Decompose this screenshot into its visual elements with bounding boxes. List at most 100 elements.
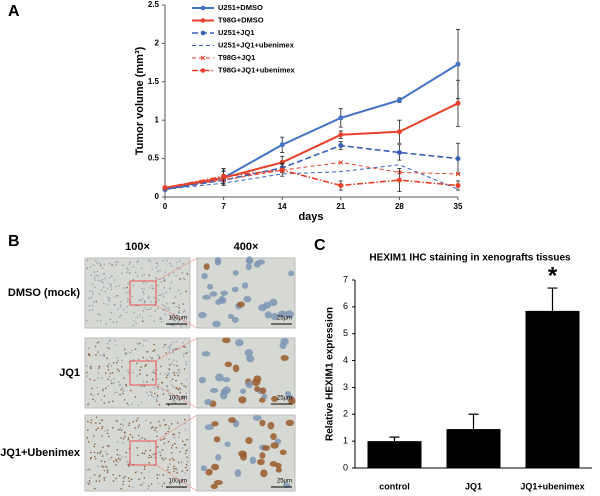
cell xyxy=(174,442,176,445)
cell xyxy=(279,342,287,350)
cell xyxy=(181,271,184,274)
cell xyxy=(96,452,99,454)
cell xyxy=(137,454,139,457)
cell xyxy=(102,466,105,468)
cell xyxy=(108,401,110,404)
marker xyxy=(455,182,461,188)
cell xyxy=(152,287,155,290)
cell xyxy=(163,442,166,445)
cell xyxy=(94,455,96,458)
cell xyxy=(88,309,91,312)
cell xyxy=(167,372,169,374)
cell xyxy=(185,315,187,317)
marker xyxy=(396,97,402,103)
cell xyxy=(103,477,106,479)
series-line xyxy=(164,164,459,190)
cell xyxy=(117,461,120,463)
cell xyxy=(153,343,155,346)
cell xyxy=(186,438,188,441)
cell xyxy=(173,324,175,327)
cell xyxy=(185,464,188,466)
cell xyxy=(119,458,121,461)
cell xyxy=(103,479,106,481)
cell xyxy=(166,302,168,305)
cell xyxy=(178,431,181,434)
cell xyxy=(163,344,166,346)
cell xyxy=(106,303,109,306)
cell xyxy=(116,453,119,456)
cell xyxy=(138,478,140,481)
cell xyxy=(122,477,125,479)
cell xyxy=(172,349,174,351)
cell xyxy=(155,262,157,264)
cell xyxy=(112,480,115,482)
marker xyxy=(396,129,402,135)
cell xyxy=(258,397,266,403)
cell xyxy=(94,443,96,445)
cell xyxy=(137,404,140,407)
cell xyxy=(140,472,143,474)
cell xyxy=(150,391,153,394)
cell xyxy=(150,456,153,458)
cell xyxy=(120,487,123,490)
cell xyxy=(178,306,180,309)
cell xyxy=(117,308,119,310)
cell xyxy=(172,465,175,468)
y-tick-label: 2 xyxy=(155,39,160,48)
cell xyxy=(183,397,185,399)
cell xyxy=(236,301,245,308)
cell xyxy=(141,483,143,486)
cell xyxy=(94,277,96,279)
series-line xyxy=(164,144,459,191)
cell xyxy=(170,447,173,449)
bar xyxy=(525,310,580,468)
cell xyxy=(132,278,135,281)
cell xyxy=(119,306,122,308)
cell xyxy=(214,256,221,264)
cell xyxy=(149,391,152,393)
cell xyxy=(99,474,101,476)
legend-label: U251+DMSO xyxy=(218,3,263,12)
cell xyxy=(176,261,178,264)
cell xyxy=(280,355,289,361)
cell xyxy=(102,285,105,288)
legend-label: T98G+JQ1+ubenimex xyxy=(218,65,296,74)
cell xyxy=(100,289,103,291)
cell xyxy=(182,262,185,265)
cell xyxy=(235,339,244,347)
cell xyxy=(94,487,96,490)
series-line xyxy=(164,102,459,189)
cell xyxy=(150,307,152,309)
cell xyxy=(134,396,137,398)
cell xyxy=(164,373,166,375)
x-tick-label: JQ1+ubenimex xyxy=(520,481,584,491)
column-label: 100× xyxy=(125,241,150,253)
cell xyxy=(288,397,296,405)
cell xyxy=(201,273,208,280)
cell xyxy=(155,267,157,269)
cell xyxy=(103,353,105,355)
x-tick-label: 14 xyxy=(278,202,287,211)
cell xyxy=(93,379,96,382)
cell xyxy=(262,445,271,451)
cell xyxy=(182,440,184,443)
cell xyxy=(173,319,175,322)
cell xyxy=(131,295,134,298)
cell xyxy=(179,292,182,295)
cell xyxy=(119,454,121,456)
cell xyxy=(157,482,160,485)
cell xyxy=(161,485,164,488)
cell xyxy=(232,270,239,276)
cell xyxy=(136,261,139,263)
cell xyxy=(109,372,112,375)
cell xyxy=(204,424,214,431)
cell xyxy=(131,436,134,438)
cell xyxy=(127,369,129,372)
cell xyxy=(110,311,112,314)
cell xyxy=(146,374,148,377)
cell xyxy=(113,296,116,298)
cell xyxy=(174,296,176,298)
cell xyxy=(212,320,221,328)
cell xyxy=(97,275,100,277)
cell xyxy=(141,437,144,439)
